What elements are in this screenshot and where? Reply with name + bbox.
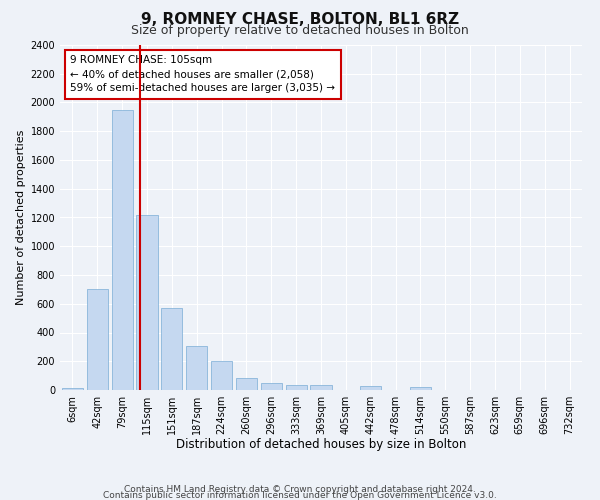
Bar: [236, 378, 257, 390]
Bar: [62, 388, 83, 390]
Bar: [161, 308, 182, 390]
Text: Contains public sector information licensed under the Open Government Licence v3: Contains public sector information licen…: [103, 491, 497, 500]
Bar: [186, 346, 207, 390]
Bar: [310, 384, 332, 390]
Bar: [286, 384, 307, 390]
Text: Contains HM Land Registry data © Crown copyright and database right 2024.: Contains HM Land Registry data © Crown c…: [124, 485, 476, 494]
Bar: [261, 383, 282, 390]
Bar: [87, 290, 108, 390]
Text: 9 ROMNEY CHASE: 105sqm
← 40% of detached houses are smaller (2,058)
59% of semi-: 9 ROMNEY CHASE: 105sqm ← 40% of detached…: [70, 56, 335, 94]
X-axis label: Distribution of detached houses by size in Bolton: Distribution of detached houses by size …: [176, 438, 466, 452]
Bar: [112, 110, 133, 390]
Text: 9, ROMNEY CHASE, BOLTON, BL1 6RZ: 9, ROMNEY CHASE, BOLTON, BL1 6RZ: [141, 12, 459, 28]
Bar: [211, 361, 232, 390]
Bar: [410, 387, 431, 390]
Bar: [136, 214, 158, 390]
Bar: [360, 386, 381, 390]
Y-axis label: Number of detached properties: Number of detached properties: [16, 130, 26, 305]
Text: Size of property relative to detached houses in Bolton: Size of property relative to detached ho…: [131, 24, 469, 37]
